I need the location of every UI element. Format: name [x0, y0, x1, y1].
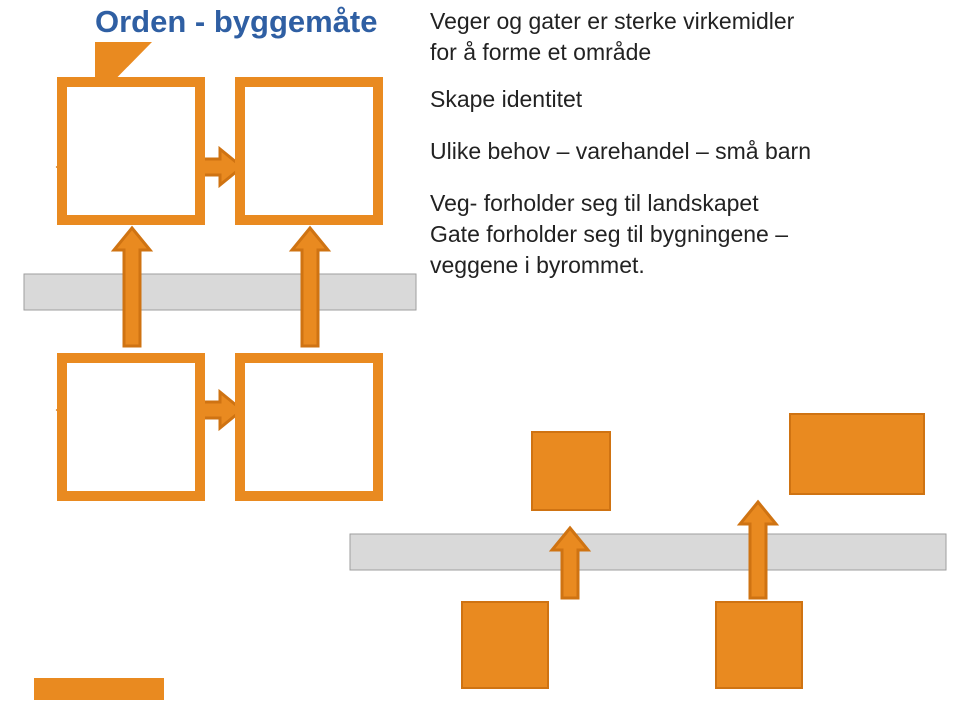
page-title: Orden - byggemåte — [95, 4, 378, 40]
solid-square — [790, 414, 924, 494]
hollow-square — [240, 358, 378, 496]
solid-square — [716, 602, 802, 688]
body-text-3: Veg- forholder seg til landskapet Gate f… — [430, 188, 788, 281]
solid-square — [532, 432, 610, 510]
body-text-0: Veger og gater er sterke virkemidler for… — [430, 6, 794, 68]
grey-bar — [350, 534, 946, 570]
grey-bar — [24, 274, 416, 310]
body-text-1: Skape identitet — [430, 84, 582, 115]
footer-bar — [34, 678, 164, 700]
solid-square — [462, 602, 548, 688]
body-text-2: Ulike behov – varehandel – små barn — [430, 136, 811, 167]
hollow-square — [240, 82, 378, 220]
hollow-square — [62, 82, 200, 220]
hollow-square — [62, 358, 200, 496]
